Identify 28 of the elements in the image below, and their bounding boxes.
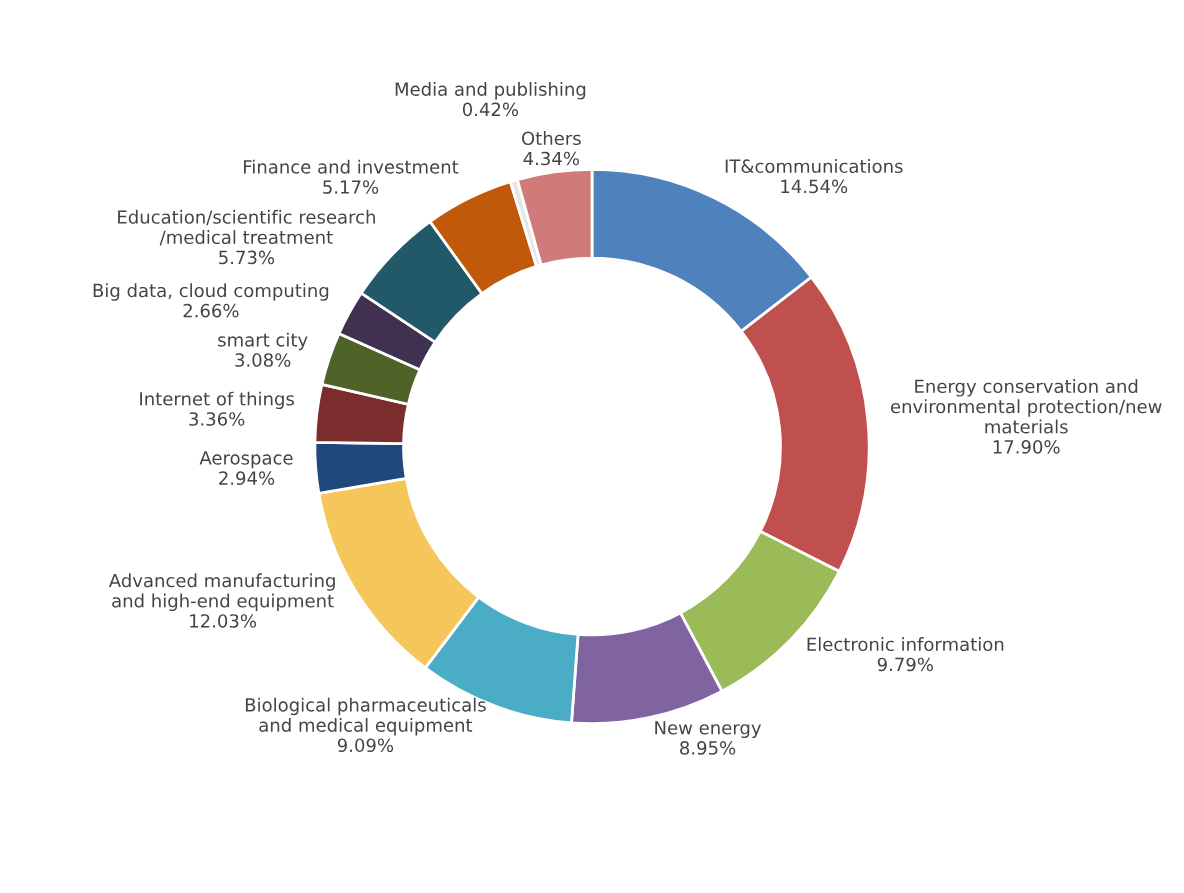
slice-label: Education/scientific research /medical treatment bbox=[118, 209, 375, 246]
slice-label: Energy conservation and environmental protection/new materials bbox=[890, 379, 1162, 434]
data-label: 4.34% bbox=[523, 151, 579, 166]
data-label: 0.42% bbox=[462, 102, 519, 117]
slice-label: Internet of things bbox=[140, 391, 294, 410]
data-label: 3.36% bbox=[189, 412, 245, 426]
slice-label: Finance and investment bbox=[244, 159, 459, 174]
data-label: 2.66% bbox=[183, 303, 239, 318]
data-label: 9.79% bbox=[877, 657, 933, 672]
data-label: 12.03% bbox=[190, 614, 257, 628]
slice-label: smart city bbox=[218, 332, 308, 351]
slice-label: IT&communications bbox=[725, 159, 903, 174]
slice-label: Media and publishing bbox=[395, 82, 586, 100]
slice-label: Big data, cloud computing bbox=[93, 283, 329, 301]
slice-label: Advanced manufacturing and high-end equipment bbox=[108, 573, 335, 612]
slice-label: Aerospace bbox=[199, 451, 293, 469]
slice-label: Others bbox=[521, 131, 581, 146]
data-label: 3.08% bbox=[235, 353, 291, 367]
data-label: 2.94% bbox=[219, 471, 275, 485]
data-label: 5.73% bbox=[219, 250, 275, 265]
data-label: 14.54% bbox=[781, 179, 848, 194]
data-label: 9.09% bbox=[337, 738, 394, 753]
slice-label: Electronic information bbox=[807, 637, 1004, 652]
data-label: 8.95% bbox=[680, 741, 736, 755]
data-label: 5.17% bbox=[323, 180, 379, 194]
data-label: 17.90% bbox=[993, 440, 1060, 454]
slice-label: Biological pharmaceuticals and medical equipment bbox=[245, 697, 486, 736]
slice-label: New energy bbox=[655, 721, 762, 739]
